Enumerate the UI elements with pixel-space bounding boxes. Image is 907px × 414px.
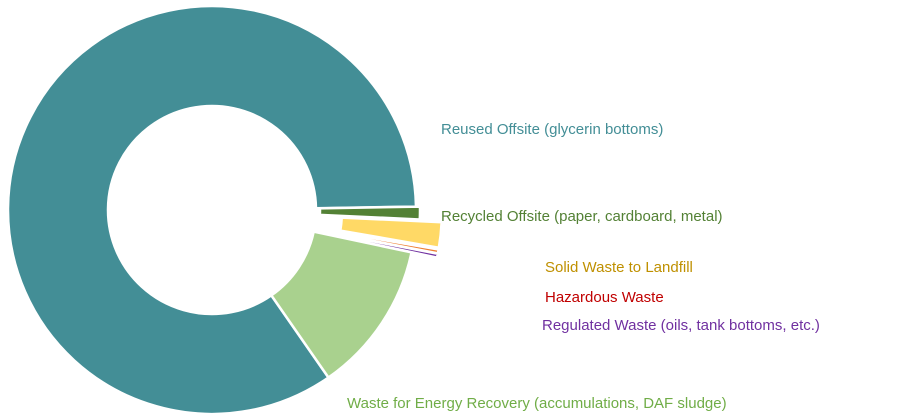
slice-label: Hazardous Waste: [545, 289, 664, 306]
donut-slice: [6, 4, 418, 414]
slice-label: Solid Waste to Landfill: [545, 259, 693, 276]
slice-label: Reused Offsite (glycerin bottoms): [441, 121, 663, 138]
slice-label: Recycled Offsite (paper, cardboard, meta…: [441, 208, 723, 225]
slice-label: Regulated Waste (oils, tank bottoms, etc…: [542, 317, 820, 334]
donut-slice: [269, 230, 414, 380]
donut-slice: [338, 216, 443, 250]
donut-slice: [318, 205, 422, 221]
slice-label: Waste for Energy Recovery (accumulations…: [347, 395, 727, 412]
